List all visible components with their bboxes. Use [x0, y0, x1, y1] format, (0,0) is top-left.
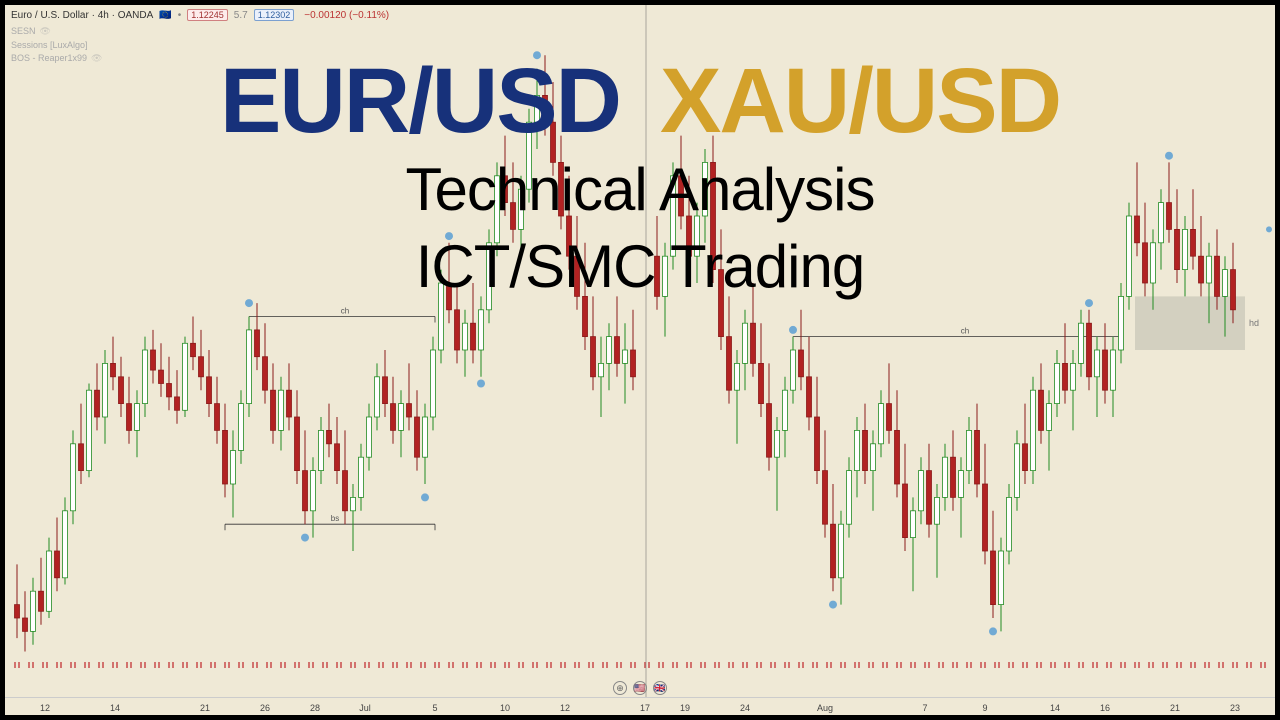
time-tick: 5 [432, 703, 437, 713]
svg-text:hd: hd [1249, 318, 1259, 328]
symbol-description[interactable]: Euro / U.S. Dollar · 4h · OANDA [11, 10, 153, 21]
spread-value: 5.7 [234, 10, 248, 21]
time-tick: 19 [680, 703, 690, 713]
time-tick: 12 [560, 703, 570, 713]
chart-container[interactable]: Euro / U.S. Dollar · 4h · OANDA 🇪🇺 • 1.1… [5, 5, 1275, 715]
time-tick: 16 [1100, 703, 1110, 713]
time-tick: 9 [982, 703, 987, 713]
indicator-item[interactable]: Sessions [LuxAlgo] [11, 39, 88, 53]
flag-icon: 🇪🇺 [159, 10, 171, 21]
time-tick: 26 [260, 703, 270, 713]
indicator-item[interactable]: BOS - Reaper1x99 [11, 52, 87, 66]
footer-tool-icons: ⊕ 🇺🇸 🇬🇧 [613, 681, 667, 695]
time-tick: 7 [922, 703, 927, 713]
tool-icon[interactable]: ⊕ [613, 681, 627, 695]
indicator-list: SESN 👁 Sessions [LuxAlgo] BOS - Reaper1x9… [11, 25, 102, 66]
time-tick: 21 [200, 703, 210, 713]
time-tick: 24 [740, 703, 750, 713]
time-tick: 10 [500, 703, 510, 713]
time-tick: 12 [40, 703, 50, 713]
tool-icon[interactable]: 🇬🇧 [653, 681, 667, 695]
time-axis[interactable]: 12 14 21 26 28 Jul 5 10 12 17 19 24 Aug 7 9 14 16 21 23 [5, 697, 1275, 715]
time-tick: 14 [110, 703, 120, 713]
time-tick: Jul [359, 703, 371, 713]
svg-text:ch: ch [961, 327, 969, 336]
time-tick: 14 [1050, 703, 1060, 713]
buy-price-badge[interactable]: 1.12302 [254, 9, 295, 21]
time-tick: Aug [817, 703, 833, 713]
candlestick-chart[interactable]: hd ch bs ch [5, 5, 1275, 715]
eye-icon[interactable]: 👁 [91, 52, 102, 66]
panel-divider[interactable] [645, 5, 647, 697]
indicator-dot: • [178, 10, 182, 21]
tool-icon[interactable]: 🇺🇸 [633, 681, 647, 695]
price-change: −0.00120 (−0.11%) [304, 10, 389, 21]
time-tick: 28 [310, 703, 320, 713]
svg-text:bs: bs [331, 514, 339, 523]
indicator-item[interactable]: SESN [11, 25, 36, 39]
time-tick: 17 [640, 703, 650, 713]
eye-icon[interactable]: 👁 [40, 25, 51, 39]
svg-text:ch: ch [341, 307, 349, 316]
symbol-topbar: Euro / U.S. Dollar · 4h · OANDA 🇪🇺 • 1.1… [11, 9, 1269, 21]
time-tick: 23 [1230, 703, 1240, 713]
time-tick: 21 [1170, 703, 1180, 713]
sell-price-badge[interactable]: 1.12245 [187, 9, 228, 21]
